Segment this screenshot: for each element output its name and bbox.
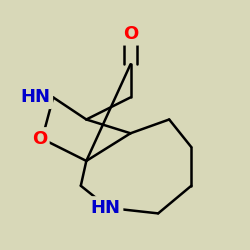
Text: HN: HN <box>91 199 121 217</box>
Text: O: O <box>123 25 138 43</box>
Text: O: O <box>123 25 138 43</box>
Text: O: O <box>32 130 47 148</box>
Text: O: O <box>32 130 47 148</box>
Text: HN: HN <box>20 88 50 106</box>
Text: HN: HN <box>91 199 121 217</box>
Text: HN: HN <box>20 88 50 106</box>
